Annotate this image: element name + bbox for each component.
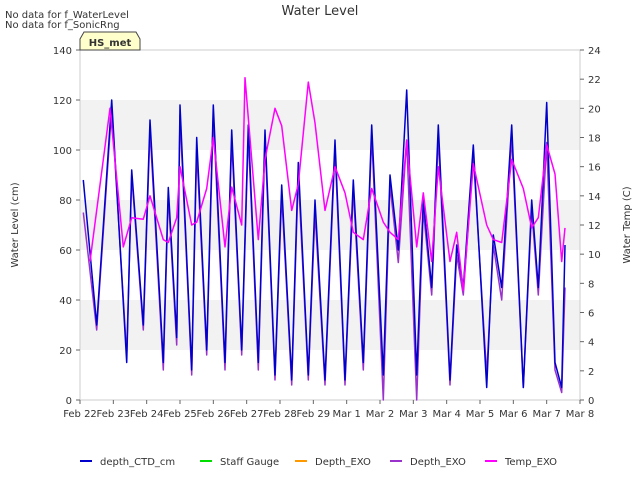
right-tick-label: 0 xyxy=(588,396,594,407)
legend-label: Temp_EXO xyxy=(504,457,557,468)
right-tick-label: 4 xyxy=(588,338,594,349)
series-line-temp-exo-4 xyxy=(89,76,566,292)
left-tick-label: 100 xyxy=(53,146,72,157)
left-tick-label: 40 xyxy=(59,296,72,307)
legend: depth_CTD_cm Staff Gauge Depth_EXO Depth_EX… xyxy=(80,457,557,468)
x-tick-label: Feb 27 xyxy=(230,409,264,420)
right-tick-label: 20 xyxy=(588,104,601,115)
chart-title: Water Level xyxy=(282,4,359,19)
station-badge: HS_met xyxy=(79,31,141,51)
x-tick-label: Feb 28 xyxy=(263,409,297,420)
left-tick-label: 60 xyxy=(59,246,72,257)
series-line-depth-ctd-cm-0 xyxy=(82,89,566,389)
x-tick-label: Mar 2 xyxy=(366,409,394,420)
x-tick-label: Mar 5 xyxy=(466,409,494,420)
x-tick-label: Mar 8 xyxy=(566,409,594,420)
x-tick-label: Mar 3 xyxy=(399,409,427,420)
x-tick-label: Feb 22 xyxy=(63,409,97,420)
x-tick-label: Mar 6 xyxy=(499,409,527,420)
right-tick-label: 24 xyxy=(588,46,601,57)
right-tick-label: 8 xyxy=(588,279,594,290)
left-tick-label: 0 xyxy=(66,396,72,407)
right-tick-label: 10 xyxy=(588,250,601,261)
x-tick-label: Feb 24 xyxy=(130,409,164,420)
legend-label: depth_CTD_cm xyxy=(100,457,175,468)
left-axis-label: Water Level (cm) xyxy=(10,182,21,267)
x-tick-label: Mar 4 xyxy=(432,409,460,420)
no-data-note-waterlevel: No data for f_WaterLevel xyxy=(5,10,129,21)
right-tick-label: 22 xyxy=(588,75,601,86)
x-tick-label: Feb 23 xyxy=(97,409,131,420)
grid-band xyxy=(80,200,580,250)
x-tick-label: Mar 7 xyxy=(532,409,560,420)
legend-label: Depth_EXO xyxy=(315,457,371,468)
x-tick-label: Feb 29 xyxy=(297,409,331,420)
no-data-note-sonicrng: No data for f_SonicRng xyxy=(5,20,120,31)
x-tick-label: Mar 1 xyxy=(332,409,360,420)
right-tick-label: 16 xyxy=(588,163,601,174)
x-axis: Feb 22 Feb 23 Feb 24 Feb 25 Feb 26 Feb 27 Feb … xyxy=(63,400,594,420)
right-tick-label: 14 xyxy=(588,192,601,203)
right-axis-label: Water Temp (C) xyxy=(622,186,633,263)
station-badge-label: HS_met xyxy=(89,38,132,49)
left-tick-label: 140 xyxy=(53,46,72,57)
legend-label: Depth_EXO xyxy=(410,457,466,468)
left-axis: 0 20 40 60 80 100 120 140 xyxy=(53,46,80,407)
series-layer xyxy=(82,76,566,401)
left-tick-label: 120 xyxy=(53,96,72,107)
grid-band xyxy=(80,100,580,150)
right-tick-label: 6 xyxy=(588,309,594,320)
left-tick-label: 20 xyxy=(59,346,72,357)
grid-bands xyxy=(80,100,580,350)
right-tick-label: 12 xyxy=(588,221,601,232)
grid-band xyxy=(80,300,580,350)
legend-label: Staff Gauge xyxy=(220,457,279,468)
x-tick-label: Feb 25 xyxy=(163,409,197,420)
x-tick-label: Feb 26 xyxy=(197,409,231,420)
left-tick-label: 80 xyxy=(59,196,72,207)
right-tick-label: 2 xyxy=(588,367,594,378)
right-tick-label: 18 xyxy=(588,134,601,145)
